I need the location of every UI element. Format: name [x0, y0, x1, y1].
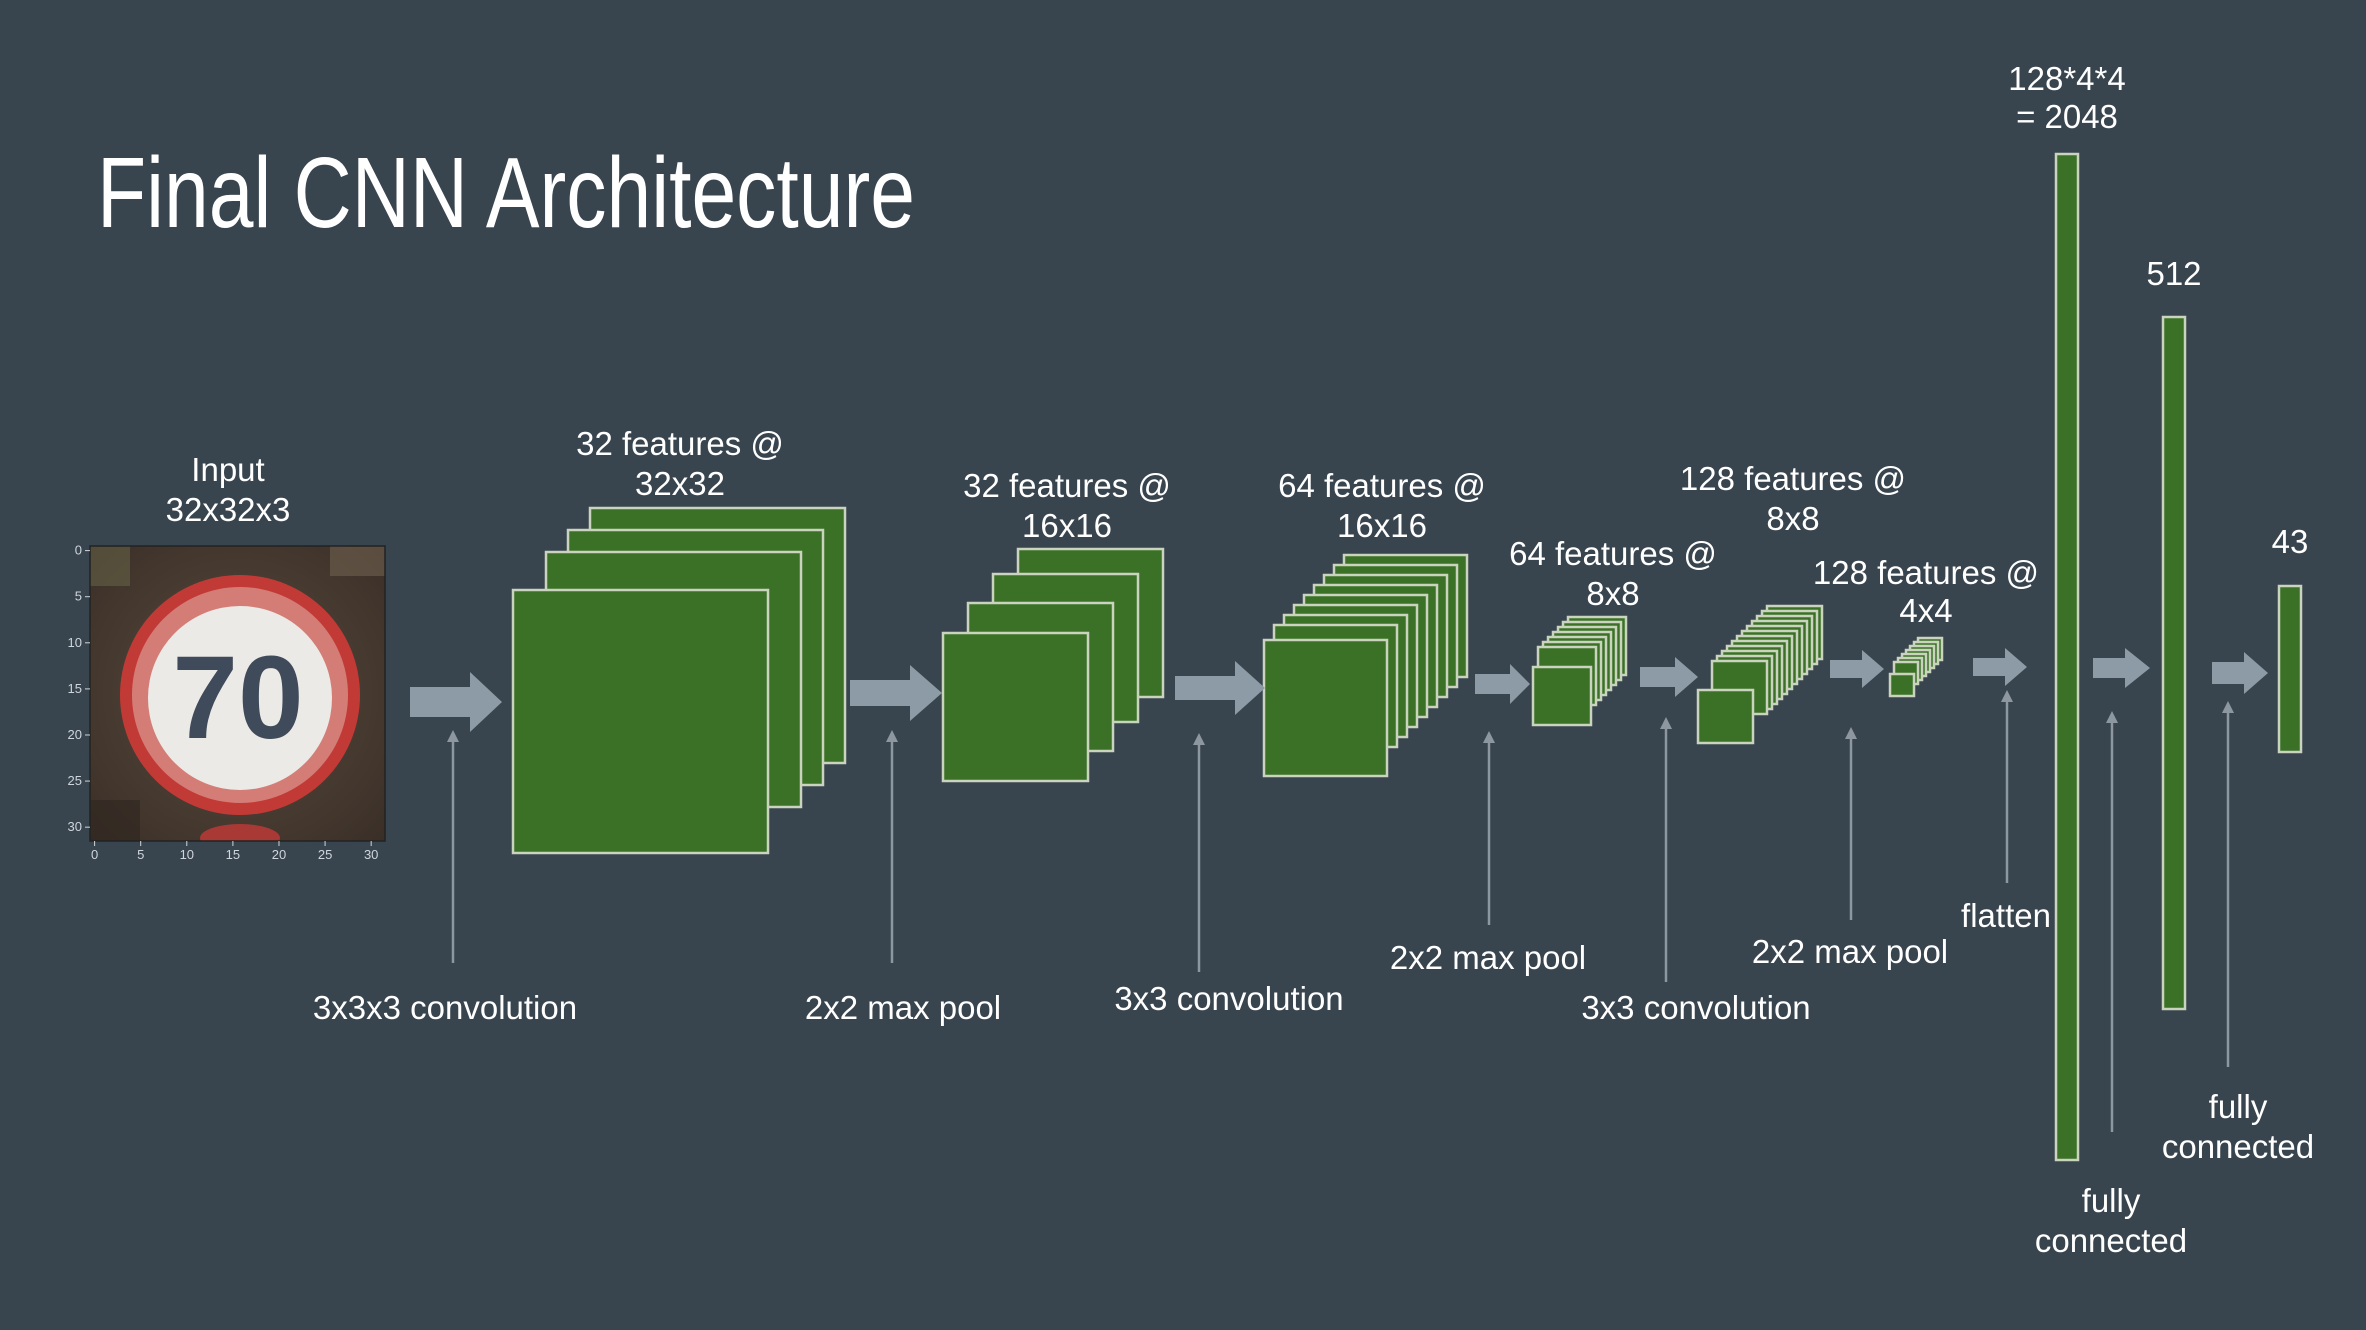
x-tick-label: 30 [364, 847, 378, 862]
operation-label-flatten: flatten [1961, 897, 2051, 934]
operation-label-fc-2-line2: connected [2162, 1128, 2314, 1165]
operation-label-pool-3: 2x2 max pool [1752, 933, 1948, 970]
operation-label-pool-2: 2x2 max pool [1390, 939, 1586, 976]
operation-label-fc-2-line1: fully [2209, 1088, 2268, 1125]
y-tick-label: 10 [68, 635, 82, 650]
input-image-y-axis: 0 5 10 15 20 25 30 [68, 543, 90, 834]
y-tick-label: 30 [68, 819, 82, 834]
pointer-pool-1 [886, 730, 898, 963]
x-tick-label: 20 [272, 847, 286, 862]
feature-map-5-label-line2: 8x8 [1766, 500, 1819, 537]
flow-arrows [410, 648, 2268, 732]
dense-layer-1-label-line2: = 2048 [2016, 98, 2118, 135]
flow-arrow-3 [1175, 661, 1265, 715]
sign-face [148, 606, 332, 790]
pointer-conv-3 [1660, 717, 1672, 982]
x-tick-label: 0 [91, 847, 98, 862]
operation-label-conv-2: 3x3 convolution [1114, 980, 1343, 1017]
y-tick-label: 5 [75, 589, 82, 604]
dense-layer-2048 [2054, 152, 2080, 1162]
sign-number: 70 [172, 632, 303, 764]
x-tick-label: 5 [137, 847, 144, 862]
dense-layer-1-label-line1: 128*4*4 [2008, 60, 2125, 97]
output-layer-label: 43 [2272, 523, 2309, 560]
slide-title: Final CNN Architecture [97, 137, 915, 249]
input-image: 70 0 5 10 15 20 25 30 0 5 10 15 20 25 30 [68, 543, 386, 862]
flow-arrow-4 [1475, 664, 1530, 704]
feature-map-2-label-line2: 16x16 [1022, 507, 1112, 544]
input-label-line2: 32x32x3 [166, 491, 291, 528]
pointer-fc-1 [2106, 711, 2118, 1132]
pointer-pool-3 [1845, 727, 1857, 920]
pointer-conv-2 [1193, 733, 1205, 972]
flow-arrow-1 [410, 672, 502, 732]
feature-map-2-label-line1: 32 features @ [963, 467, 1171, 504]
operation-label-conv-3: 3x3 convolution [1581, 989, 1810, 1026]
flow-arrow-8 [2093, 648, 2150, 688]
feature-map-1-label-line2: 32x32 [635, 465, 725, 502]
x-tick-label: 10 [180, 847, 194, 862]
pointer-conv-1 [447, 730, 459, 963]
feature-map-64-16x16 [1262, 553, 1469, 778]
operation-label-fc-1-line1: fully [2082, 1182, 2141, 1219]
feature-map-4-label-line1: 64 features @ [1509, 535, 1717, 572]
operation-label-pool-1: 2x2 max pool [805, 989, 1001, 1026]
feature-map-128-8x8 [1696, 604, 1824, 745]
feature-map-4-label-line2: 8x8 [1586, 575, 1639, 612]
flow-arrow-7 [1973, 648, 2027, 686]
x-tick-label: 25 [318, 847, 332, 862]
y-tick-label: 25 [68, 773, 82, 788]
y-tick-label: 15 [68, 681, 82, 696]
feature-map-64-8x8 [1531, 615, 1628, 727]
pointer-flatten [2001, 690, 2013, 883]
pointer-fc-2 [2222, 701, 2234, 1067]
feature-map-3-label-line1: 64 features @ [1278, 467, 1486, 504]
pointer-pool-2 [1483, 731, 1495, 925]
feature-map-128-4x4 [1888, 636, 1944, 698]
operation-label-conv-1: 3x3x3 convolution [313, 989, 577, 1026]
feature-map-1-label-line1: 32 features @ [576, 425, 784, 462]
flow-arrow-2 [850, 665, 942, 721]
flow-arrow-6 [1830, 650, 1884, 688]
x-tick-label: 15 [226, 847, 240, 862]
feature-map-32-16x16 [941, 547, 1165, 783]
feature-map-6-label-line1: 128 features @ [1813, 554, 2039, 591]
dense-layer-512 [2161, 315, 2187, 1011]
feature-map-3-label-line2: 16x16 [1337, 507, 1427, 544]
output-layer-43 [2277, 584, 2303, 754]
flow-arrow-5 [1640, 657, 1698, 697]
operation-label-fc-1-line2: connected [2035, 1222, 2187, 1259]
dense-layer-2-label: 512 [2146, 255, 2201, 292]
flow-arrow-9 [2212, 652, 2268, 694]
y-tick-label: 0 [75, 543, 82, 558]
feature-map-32x32 [511, 506, 847, 855]
y-tick-label: 20 [68, 727, 82, 742]
feature-map-5-label-line1: 128 features @ [1680, 460, 1906, 497]
feature-map-6-label-line2: 4x4 [1899, 592, 1952, 629]
input-image-x-axis: 0 5 10 15 20 25 30 [91, 841, 378, 862]
input-label-line1: Input [191, 451, 264, 488]
